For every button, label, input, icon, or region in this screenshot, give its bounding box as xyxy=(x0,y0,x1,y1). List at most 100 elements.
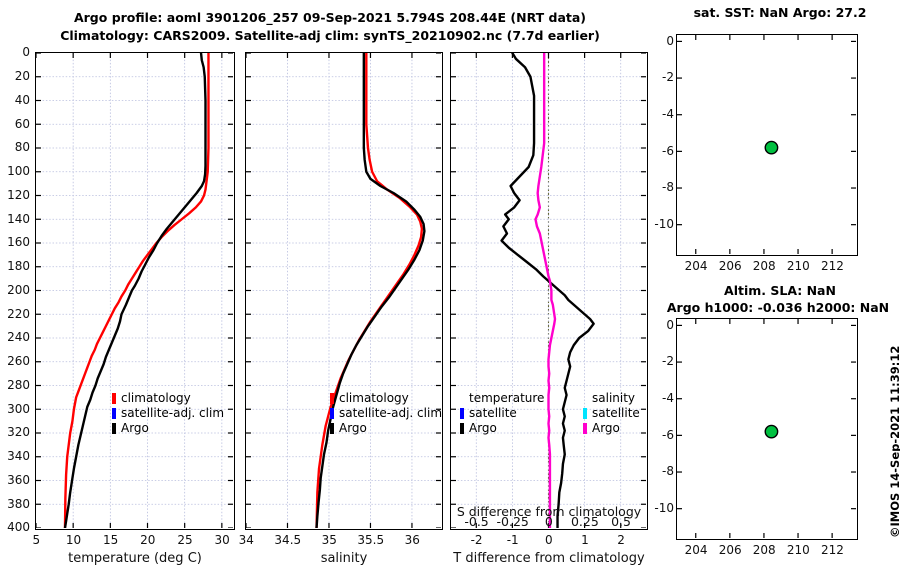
tdiff-tick--2: -2 xyxy=(470,533,483,547)
depth-tick-200: 200 xyxy=(7,282,30,297)
salinity-plot-panel xyxy=(245,52,443,530)
salinity-legend-item: Argo xyxy=(330,421,442,436)
diff-salinity-legend-label: Argo xyxy=(592,421,620,435)
sla-map-lon-tick-206: 206 xyxy=(718,543,742,557)
legend-color-swatch-icon xyxy=(460,423,464,434)
sdiff-tick--0.5: -0.5 xyxy=(464,514,489,529)
depth-tick-320: 320 xyxy=(7,425,30,440)
temperature-axis-label: temperature (deg C) xyxy=(68,551,202,566)
depth-tick-140: 140 xyxy=(7,211,30,226)
sst-map-lon-tick-206: 206 xyxy=(718,259,742,273)
temperature-tick-25: 25 xyxy=(177,533,193,547)
sla-map-lat-tick--10: -10 xyxy=(654,500,674,515)
salinity-tick-35: 35 xyxy=(321,533,337,547)
salinity-plot-svg xyxy=(246,53,441,528)
depth-tick-260: 260 xyxy=(7,354,30,369)
temperature-legend: climatology satellite-adj. clim Argo xyxy=(112,391,224,436)
sdiff-axis-label: S difference from climatology xyxy=(456,504,642,519)
legend-color-swatch-icon xyxy=(583,408,587,419)
depth-tick-0: 0 xyxy=(22,45,30,60)
salinity-legend: climatology satellite-adj. clim Argo xyxy=(330,391,442,436)
sst-map-lon-tick-208: 208 xyxy=(752,259,776,273)
sst-map-lat-tick--6: -6 xyxy=(662,143,674,158)
sla-map-lat-tick--2: -2 xyxy=(662,354,674,369)
main-title-line1: Argo profile: aoml 3901206_257 09-Sep-20… xyxy=(73,10,587,25)
depth-tick-60: 60 xyxy=(14,116,30,131)
sla-map-lon-tick-208: 208 xyxy=(752,543,776,557)
sdiff-tick--0.25: -0.25 xyxy=(496,514,529,529)
heat-content-title: Argo h1000: -0.036 h2000: NaN xyxy=(666,300,890,315)
tdiff-tick--1: -1 xyxy=(506,533,519,547)
depth-tick-300: 300 xyxy=(7,401,30,416)
salinity-legend-label: satellite-adj. clim xyxy=(339,406,443,420)
depth-tick-220: 220 xyxy=(7,306,30,321)
sdiff-tick-0: 0 xyxy=(544,514,553,529)
temperature-legend-label: Argo xyxy=(121,421,149,435)
depth-tick-340: 340 xyxy=(7,449,30,464)
depth-tick-400: 400 xyxy=(7,520,30,535)
sst-map-panel xyxy=(676,34,858,256)
difference-plot-panel xyxy=(450,52,648,530)
sla-map-svg xyxy=(677,319,856,538)
legend-color-swatch-icon xyxy=(112,408,116,419)
sst-map-lat-tick-0: 0 xyxy=(666,33,674,48)
depth-tick-120: 120 xyxy=(7,187,30,202)
diff-temperature-legend-title: temperature xyxy=(469,391,545,405)
temperature-legend-label: satellite-adj. clim xyxy=(121,406,225,420)
sdiff-tick-0.5: 0.5 xyxy=(611,514,631,529)
diff-temperature-legend-label: Argo xyxy=(469,421,497,435)
sst-map-lat-tick--8: -8 xyxy=(662,180,674,195)
temperature-plot-svg xyxy=(36,53,233,528)
legend-color-swatch-icon xyxy=(112,423,116,434)
sst-map-lat-tick--4: -4 xyxy=(662,107,674,122)
depth-tick-380: 380 xyxy=(7,496,30,511)
diff-salinity-legend-label: satellite xyxy=(592,406,640,420)
diff-salinity-legend-item: Argo xyxy=(583,421,640,436)
sla-map-lat-tick-0: 0 xyxy=(666,317,674,332)
depth-tick-280: 280 xyxy=(7,377,30,392)
temperature-tick-30: 30 xyxy=(214,533,230,547)
sst-map-lon-tick-210: 210 xyxy=(786,259,810,273)
legend-color-swatch-icon xyxy=(330,408,334,419)
main-title-line2: Climatology: CARS2009. Satellite-adj cli… xyxy=(60,28,600,43)
sla-map-lon-tick-204: 204 xyxy=(684,543,708,557)
sst-map-lon-tick-204: 204 xyxy=(684,259,708,273)
legend-color-swatch-icon xyxy=(112,393,116,404)
sst-map-svg xyxy=(677,35,856,254)
sst-map-lat-tick--2: -2 xyxy=(662,70,674,85)
temperature-legend-item: Argo xyxy=(112,421,224,436)
depth-tick-40: 40 xyxy=(14,92,30,107)
diff-temperature-legend-item: satellite xyxy=(460,406,544,421)
temperature-tick-15: 15 xyxy=(102,533,119,547)
legend-color-swatch-icon xyxy=(460,408,464,419)
tdiff-tick-0: 0 xyxy=(544,533,553,547)
sla-map-lat-tick--4: -4 xyxy=(662,391,674,406)
difference-salinity-legend: salinity satellite Argo xyxy=(583,391,640,436)
salinity-tick-36: 36 xyxy=(404,533,420,547)
copyright-label: ©IMOS 14-Sep-2021 11:39:12 xyxy=(888,345,900,538)
temperature-tick-5: 5 xyxy=(32,533,41,547)
depth-tick-360: 360 xyxy=(7,472,30,487)
salinity-tick-34.5: 34.5 xyxy=(274,533,302,547)
depth-tick-180: 180 xyxy=(7,259,30,274)
tdiff-axis-label: T difference from climatology xyxy=(453,551,645,566)
temperature-tick-20: 20 xyxy=(140,533,156,547)
sst-map-lat-tick--10: -10 xyxy=(654,216,674,231)
salinity-axis-label: salinity xyxy=(320,551,368,566)
temperature-tick-10: 10 xyxy=(65,533,82,547)
temperature-legend-item: satellite-adj. clim xyxy=(112,406,224,421)
sst-map-lon-tick-212: 212 xyxy=(820,259,844,273)
difference-plot-svg xyxy=(451,53,646,528)
sla-map-lat-tick--8: -8 xyxy=(662,464,674,479)
depth-tick-20: 20 xyxy=(14,69,30,84)
depth-tick-100: 100 xyxy=(7,164,30,179)
sla-map-lat-tick--6: -6 xyxy=(662,427,674,442)
sst-title: sat. SST: NaN Argo: 27.2 xyxy=(693,5,867,20)
salinity-legend-label: Argo xyxy=(339,421,367,435)
legend-color-swatch-icon xyxy=(583,423,587,434)
temperature-plot-panel xyxy=(35,52,235,530)
diff-salinity-legend-item: satellite xyxy=(583,406,640,421)
diff-temperature-legend-item: Argo xyxy=(460,421,544,436)
legend-color-swatch-icon xyxy=(330,423,334,434)
difference-temperature-legend: temperature satellite Argo xyxy=(460,391,544,436)
